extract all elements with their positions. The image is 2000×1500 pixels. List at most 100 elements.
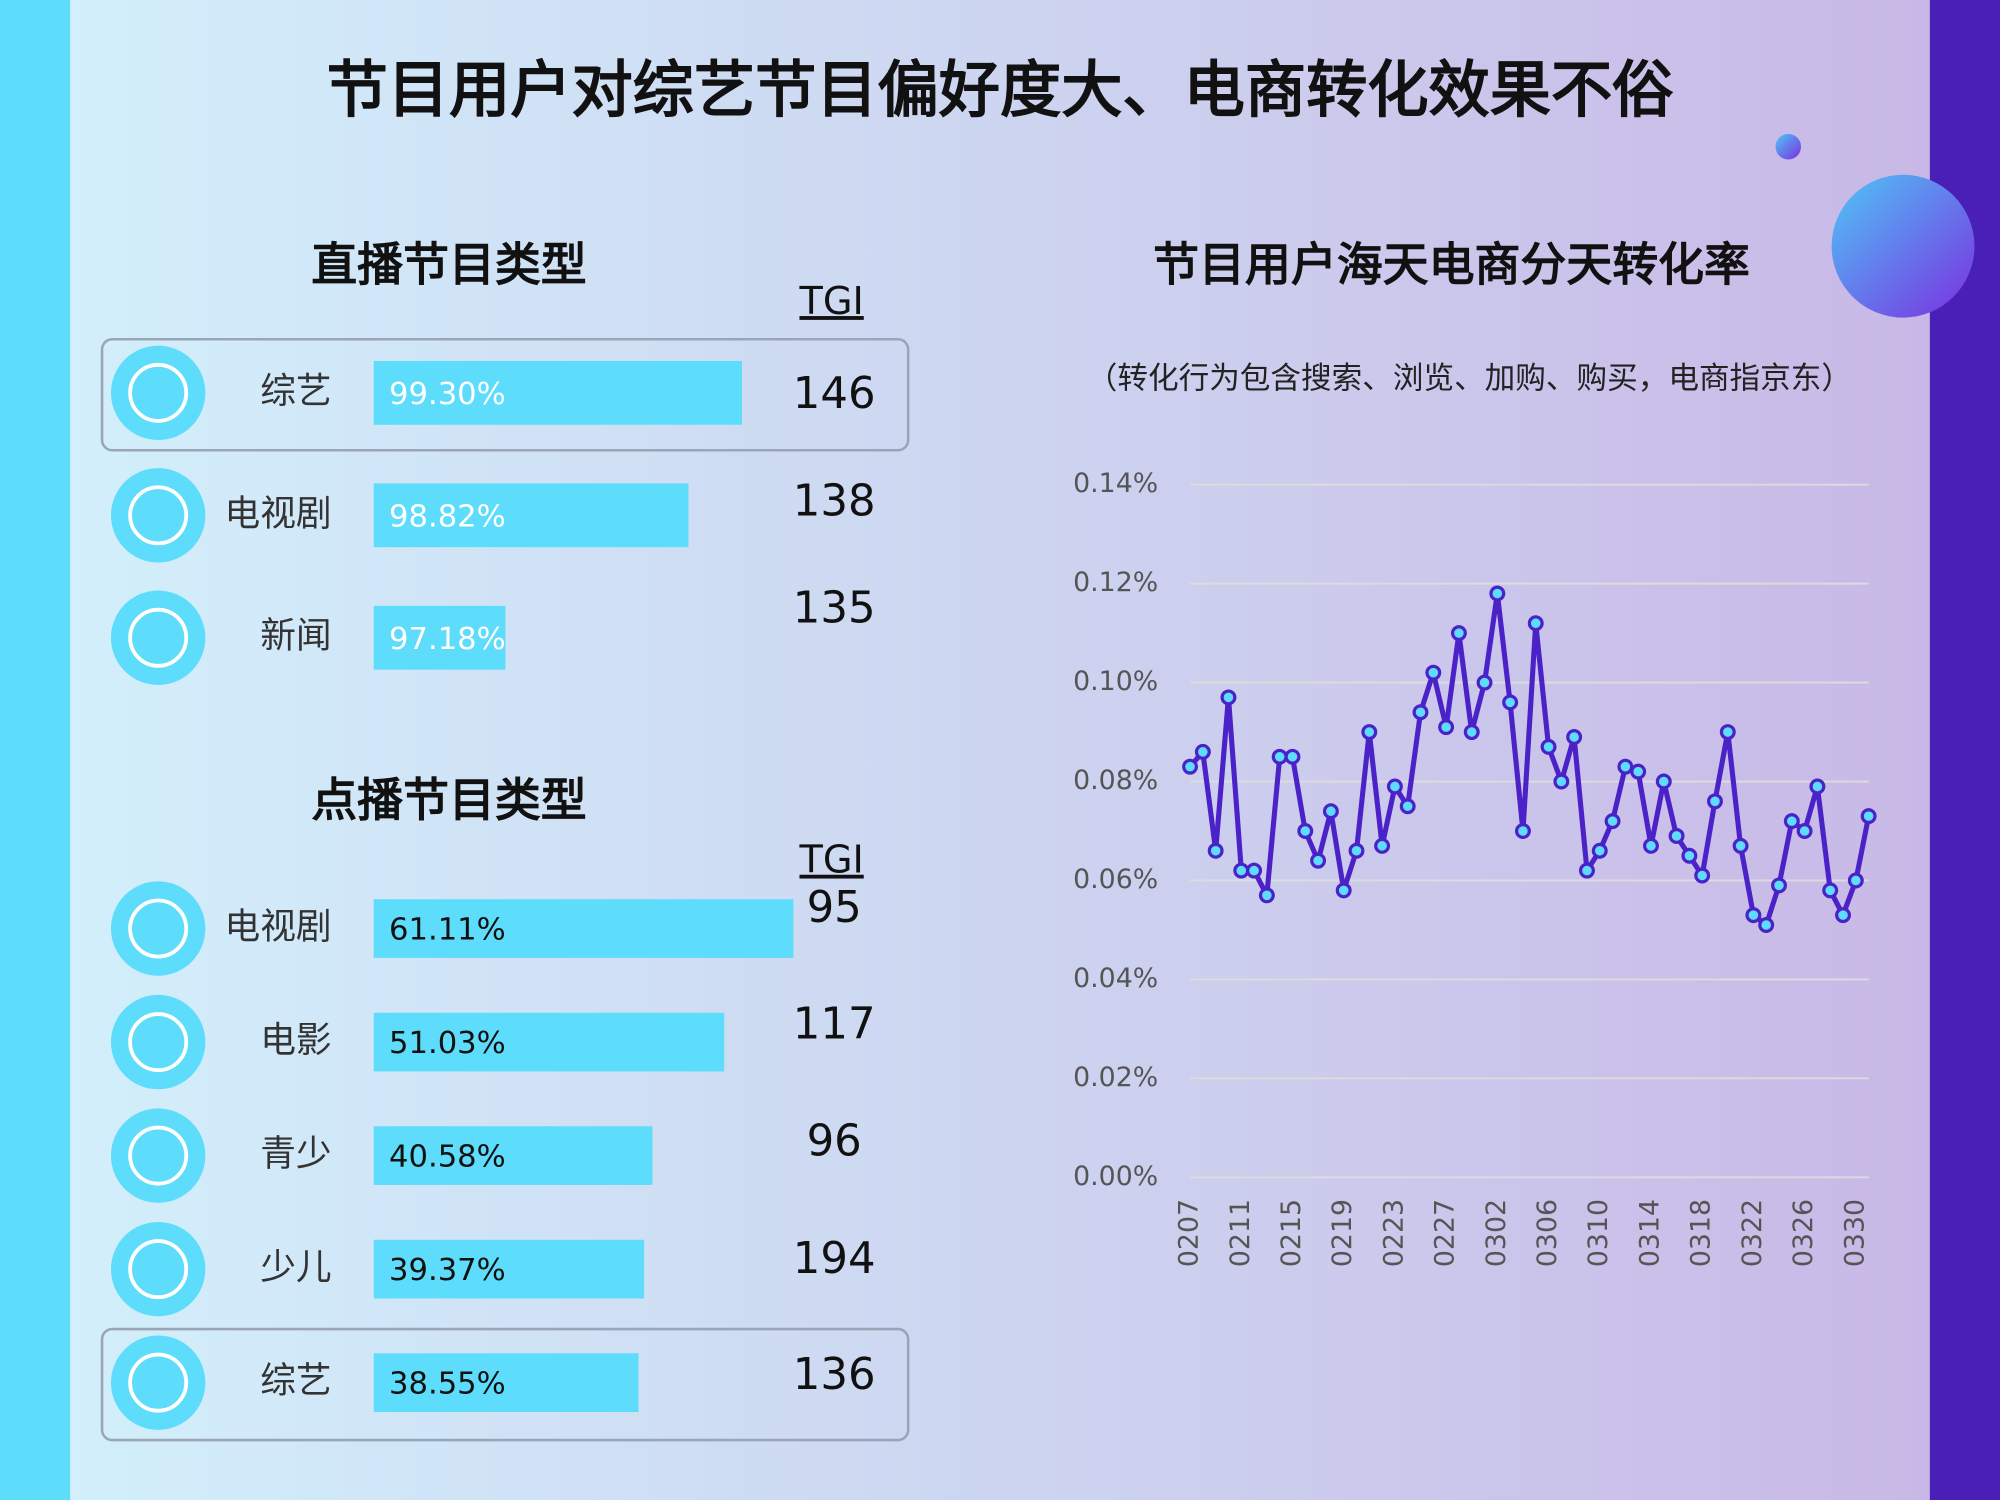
icon-ring bbox=[128, 607, 189, 668]
column-header: TGI bbox=[798, 838, 863, 883]
point bbox=[1220, 689, 1237, 706]
x-tick-label: 0310 bbox=[1583, 1199, 1614, 1267]
x-tick-label: 0219 bbox=[1327, 1199, 1358, 1267]
icon-ring bbox=[128, 1125, 189, 1186]
point bbox=[1374, 837, 1391, 854]
icon-ring bbox=[128, 898, 189, 959]
x-tick-label: 0306 bbox=[1532, 1199, 1563, 1267]
decor-ball bbox=[1831, 174, 1975, 318]
x-tick-label: 0227 bbox=[1430, 1199, 1461, 1267]
icon-ring bbox=[128, 1012, 189, 1073]
highlight-box bbox=[100, 1327, 910, 1442]
highlight-box bbox=[100, 338, 910, 452]
point bbox=[1399, 798, 1416, 815]
point bbox=[1514, 823, 1531, 839]
icon-ring bbox=[128, 362, 189, 423]
point bbox=[1758, 917, 1775, 933]
point bbox=[1655, 773, 1672, 790]
column-header: TGI bbox=[798, 279, 863, 324]
point bbox=[1566, 729, 1583, 745]
point bbox=[1502, 694, 1519, 711]
icon bbox=[110, 1335, 206, 1430]
point bbox=[1719, 724, 1736, 741]
category-label: 综艺 bbox=[260, 1361, 331, 1402]
x-tick-label: 0302 bbox=[1481, 1199, 1512, 1267]
y-tick-label: 0.10% bbox=[1073, 666, 1158, 697]
y-tick-label: 0.04% bbox=[1073, 963, 1158, 994]
x-tick-label: 0326 bbox=[1788, 1199, 1819, 1267]
point bbox=[1783, 813, 1800, 830]
x-tick-label: 0207 bbox=[1174, 1199, 1205, 1267]
charts: 直播节目类型 TGI 综艺 99.30% 146 电视剧 98.82% 138 新闻 97.18%… bbox=[100, 237, 1877, 1442]
x-tick-label: 0318 bbox=[1686, 1199, 1717, 1267]
point bbox=[1617, 758, 1634, 775]
x-tick-label: 0211 bbox=[1225, 1199, 1256, 1267]
value-label: 51.03% bbox=[389, 1026, 506, 1061]
point bbox=[1809, 778, 1826, 795]
point bbox=[1233, 862, 1250, 879]
x-tick-label: 0223 bbox=[1378, 1199, 1409, 1267]
icon bbox=[110, 590, 206, 685]
y-tick-label: 0.14% bbox=[1073, 468, 1158, 499]
point bbox=[1194, 743, 1211, 760]
point bbox=[1425, 664, 1442, 681]
icon bbox=[110, 345, 206, 441]
value-label: 40.58% bbox=[389, 1140, 506, 1175]
point bbox=[1642, 837, 1659, 854]
point bbox=[1835, 907, 1851, 924]
y-tick-label: 0.02% bbox=[1073, 1062, 1158, 1093]
point bbox=[1207, 842, 1224, 859]
value-label: 61.11% bbox=[389, 913, 506, 948]
point bbox=[1732, 837, 1749, 854]
icon-ring bbox=[128, 1352, 189, 1413]
bar bbox=[373, 605, 506, 670]
point bbox=[1847, 872, 1864, 889]
icon-ring bbox=[128, 1239, 189, 1300]
y-tick-label: 0.12% bbox=[1073, 567, 1158, 598]
page-title: 节目用户对综艺节目偏好度大、电商转化效果不俗 bbox=[327, 55, 1675, 126]
point bbox=[1630, 763, 1647, 780]
bar bbox=[373, 1239, 645, 1299]
y-tick-label: 0.06% bbox=[1073, 864, 1158, 895]
tgi-value: 95 bbox=[807, 883, 862, 933]
point bbox=[1591, 842, 1608, 859]
category-label: 电视剧 bbox=[225, 907, 332, 948]
x-tick-label: 0322 bbox=[1737, 1199, 1768, 1267]
point bbox=[1361, 724, 1378, 741]
point bbox=[1322, 803, 1339, 820]
chart-title: 点播节目类型 bbox=[311, 773, 586, 827]
bar bbox=[373, 1353, 639, 1412]
left-strip bbox=[0, 0, 71, 1500]
point bbox=[1822, 882, 1839, 899]
tgi-value: 136 bbox=[793, 1350, 876, 1400]
tgi-value: 117 bbox=[793, 999, 876, 1049]
icon bbox=[110, 881, 206, 976]
point bbox=[1578, 862, 1595, 879]
point bbox=[1284, 748, 1301, 765]
point bbox=[1860, 808, 1877, 825]
category-label: 少儿 bbox=[260, 1247, 331, 1288]
point bbox=[1182, 758, 1199, 775]
point bbox=[1771, 877, 1787, 894]
point bbox=[1489, 585, 1506, 602]
point bbox=[1335, 882, 1352, 899]
icon bbox=[110, 1108, 206, 1203]
point bbox=[1246, 862, 1263, 879]
icon-ring bbox=[128, 485, 189, 546]
icon bbox=[110, 1221, 206, 1317]
point bbox=[1668, 827, 1685, 844]
bar bbox=[373, 360, 743, 425]
point bbox=[1527, 615, 1544, 632]
bar bbox=[373, 1126, 653, 1185]
category-label: 电影 bbox=[260, 1020, 331, 1061]
category-label: 电视剧 bbox=[225, 493, 332, 534]
icon bbox=[110, 994, 206, 1090]
point bbox=[1450, 625, 1467, 642]
point bbox=[1297, 823, 1314, 839]
point bbox=[1694, 867, 1711, 884]
decor-dot bbox=[1775, 133, 1802, 160]
value-label: 99.30% bbox=[389, 377, 506, 412]
point bbox=[1310, 852, 1327, 869]
y-tick-label: 0.00% bbox=[1073, 1161, 1158, 1192]
